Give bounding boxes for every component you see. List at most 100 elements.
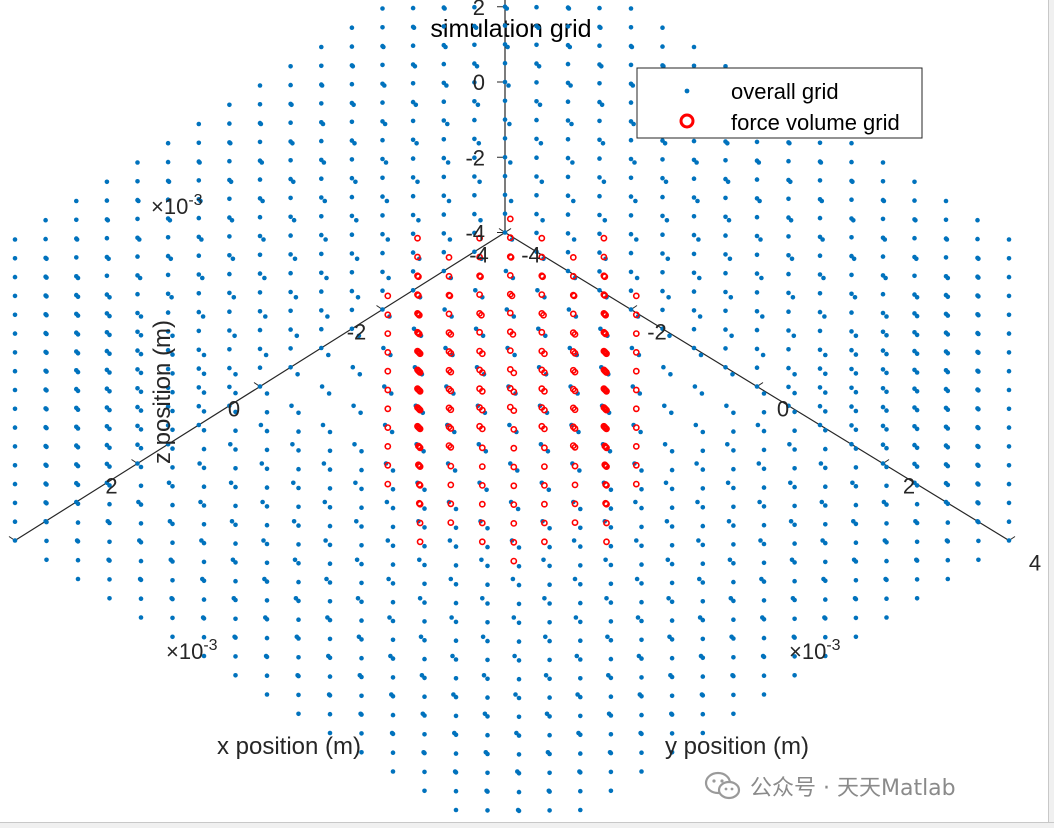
force-volume-grid-point — [506, 365, 514, 373]
overall-grid-point — [196, 253, 202, 258]
overall-grid-point — [349, 251, 355, 256]
overall-grid-point — [201, 428, 207, 433]
overall-grid-point — [547, 808, 552, 813]
overall-grid-point — [547, 620, 552, 625]
force-volume-grid-point — [603, 519, 610, 527]
overall-grid-point — [472, 211, 477, 217]
y-tick-label: 2 — [903, 474, 915, 499]
overall-grid-point — [761, 391, 767, 396]
force-volume-grid-point — [602, 311, 609, 319]
overall-grid-point — [485, 808, 490, 813]
overall-grid-point — [912, 179, 917, 185]
overall-grid-point — [573, 615, 579, 620]
svg-text:×10-3: ×10-3 — [166, 637, 218, 664]
force-volume-grid-point — [538, 291, 546, 298]
overall-grid-point — [380, 25, 385, 30]
overall-grid-point — [691, 345, 697, 351]
z-tick-label: -2 — [465, 145, 485, 170]
overall-grid-point — [914, 501, 920, 507]
overall-grid-point — [945, 482, 951, 488]
overall-grid-point — [761, 635, 767, 641]
overall-grid-point — [453, 619, 459, 625]
overall-grid-point — [608, 581, 614, 587]
overall-grid-point — [327, 636, 333, 642]
overall-grid-point — [761, 410, 767, 415]
overall-grid-point — [227, 121, 232, 126]
force-volume-grid-point — [476, 253, 483, 261]
overall-grid-point — [944, 237, 950, 242]
overall-grid-point — [201, 390, 207, 395]
overall-grid-point — [107, 389, 112, 394]
overall-grid-point — [945, 407, 951, 413]
overall-grid-point — [170, 484, 175, 489]
overall-grid-point — [725, 442, 730, 447]
overall-grid-point — [107, 332, 112, 338]
overall-grid-point — [976, 331, 981, 337]
overall-grid-point — [390, 637, 396, 643]
overall-grid-point — [453, 525, 459, 531]
overall-grid-point — [135, 386, 140, 391]
overall-grid-point — [472, 136, 477, 142]
overall-grid-point — [660, 270, 665, 275]
overall-grid-point — [731, 636, 736, 641]
overall-grid-point — [723, 252, 728, 257]
overall-grid-point — [296, 617, 301, 622]
force-volume-grid-point — [476, 291, 483, 298]
overall-grid-point — [823, 484, 828, 490]
overall-grid-point — [884, 577, 889, 583]
overall-grid-point — [853, 615, 859, 621]
overall-grid-point — [761, 579, 767, 584]
overall-grid-point — [976, 407, 981, 412]
overall-grid-point — [12, 463, 18, 468]
overall-grid-point — [410, 156, 416, 161]
overall-grid-point — [228, 179, 234, 185]
overall-grid-point — [880, 216, 886, 222]
overall-grid-point — [453, 600, 459, 606]
overall-grid-point — [823, 465, 828, 471]
overall-grid-point — [453, 770, 459, 775]
force-volume-grid-point — [414, 292, 422, 299]
overall-grid-point — [945, 351, 951, 356]
force-volume-grid-point — [445, 310, 453, 318]
overall-grid-point — [608, 750, 614, 756]
overall-grid-point — [578, 525, 583, 531]
overall-grid-point — [44, 482, 49, 487]
overall-grid-point — [565, 193, 571, 198]
legend[interactable]: overall grid force volume grid — [636, 67, 923, 139]
overall-grid-point — [725, 480, 731, 486]
overall-grid-point — [669, 618, 675, 623]
overall-grid-point — [628, 137, 634, 143]
overall-grid-point — [628, 269, 634, 275]
force-volume-grid-point — [447, 500, 455, 508]
overall-grid-point — [608, 562, 614, 568]
overall-grid-point — [541, 557, 546, 563]
overall-grid-point — [819, 198, 825, 204]
overall-grid-point — [259, 160, 265, 165]
overall-grid-point — [288, 233, 293, 238]
overall-grid-point — [628, 288, 634, 294]
overall-grid-point — [359, 750, 364, 755]
overall-grid-point — [390, 562, 396, 567]
overall-grid-point — [853, 540, 859, 545]
overall-grid-point — [384, 198, 390, 204]
overall-grid-point — [516, 733, 522, 738]
overall-grid-point — [74, 217, 79, 223]
overall-grid-point — [691, 195, 697, 200]
overall-grid-point — [823, 559, 828, 565]
overall-grid-point — [608, 487, 614, 493]
overall-grid-point — [853, 596, 859, 602]
overall-grid-point — [664, 519, 670, 524]
overall-grid-point — [383, 160, 389, 165]
overall-grid-point — [453, 694, 459, 700]
overall-grid-point — [597, 81, 602, 86]
overall-grid-point — [104, 235, 110, 241]
overall-grid-point — [1006, 350, 1012, 355]
overall-grid-points — [12, 4, 1012, 832]
overall-grid-point — [74, 237, 80, 242]
overall-grid-point — [12, 312, 18, 318]
overall-grid-point — [75, 407, 81, 413]
overall-grid-point — [757, 198, 762, 204]
overall-grid-point — [661, 64, 666, 69]
overall-grid-point — [505, 44, 510, 50]
overall-grid-point — [639, 581, 644, 586]
